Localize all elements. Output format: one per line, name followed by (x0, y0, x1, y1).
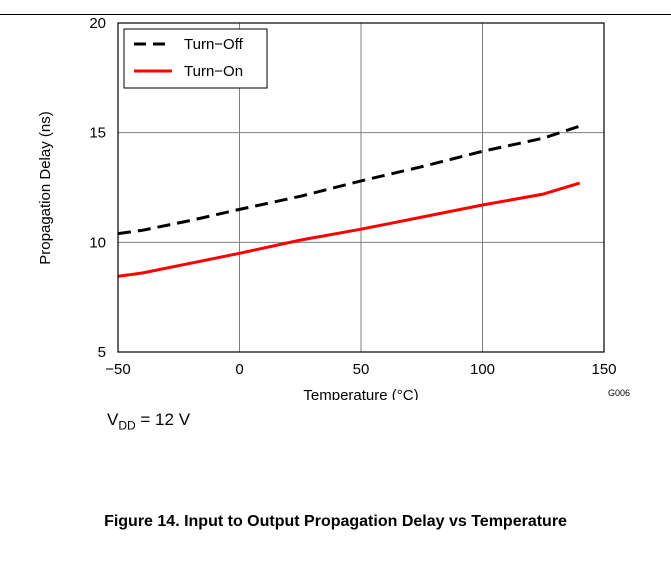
test-condition: VDD = 12 V (107, 410, 190, 432)
x-tick-label: 150 (591, 361, 616, 378)
y-tick-label: 10 (89, 234, 106, 251)
series-line-1 (117, 124, 581, 236)
series-line-2 (117, 181, 581, 278)
tick-labels: −50 0 50 100 150 5 10 15 20 (89, 15, 616, 378)
top-rule (0, 14, 671, 15)
propagation-delay-chart: −50 0 50 100 150 5 10 15 20 Temperature (°C) Pro… (37, 15, 630, 400)
legend-label-2: Turn−On (184, 63, 243, 80)
condition-subscript: DD (118, 418, 136, 433)
figure-caption: Figure 14. Input to Output Propagation D… (104, 513, 567, 530)
series-layer (117, 124, 581, 278)
legend: Turn−Off Turn−On (123, 28, 268, 89)
legend-label-1: Turn−Off (184, 36, 244, 53)
graph-id: G006 (608, 388, 630, 398)
legend-box (123, 28, 268, 89)
grid-lines (118, 23, 604, 352)
y-tick-label: 15 (89, 125, 106, 142)
y-tick-label: 5 (98, 344, 106, 361)
plot-frame (117, 22, 605, 353)
x-axis-label: Temperature (°C) (303, 387, 418, 400)
y-tick-label: 20 (89, 15, 106, 32)
y-axis-label: Propagation Delay (ns) (37, 111, 54, 264)
x-tick-label: 0 (235, 361, 243, 378)
condition-value: = 12 V (135, 410, 191, 429)
condition-prefix: V (107, 410, 119, 429)
x-tick-label: 100 (470, 361, 495, 378)
x-tick-label: 50 (353, 361, 370, 378)
x-tick-label: −50 (105, 361, 130, 378)
